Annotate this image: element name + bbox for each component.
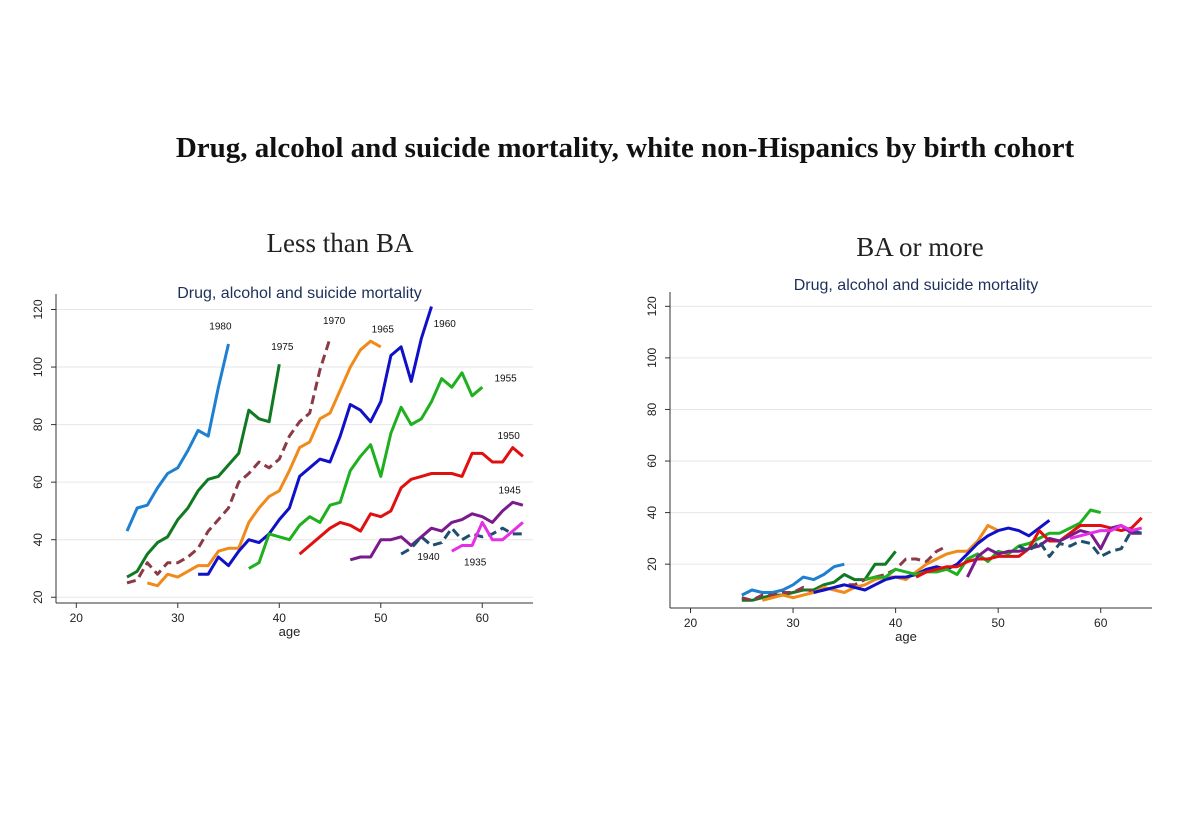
cohort-label-1970: 1970: [323, 316, 346, 327]
panel-title-right: BA or more: [856, 232, 984, 262]
x-tick-label: 60: [476, 611, 490, 625]
series-line-1940: [1018, 529, 1143, 558]
main-title: Drug, alcohol and suicide mortality, whi…: [175, 132, 1075, 164]
series-line-1975: [126, 363, 281, 579]
chart-title: Drug, alcohol and suicide mortality: [794, 277, 1039, 294]
cohort-label-1975: 1975: [271, 342, 294, 353]
cohort-label-1945: 1945: [499, 486, 522, 497]
x-tick-label: 30: [786, 616, 800, 630]
series-line-1965: [146, 339, 382, 588]
x-tick-label: 20: [70, 611, 84, 625]
chart-less-than-ba: Drug, alcohol and suicide mortality 20 40 6…: [31, 285, 533, 639]
cohort-label-1980: 1980: [209, 322, 232, 333]
series-line-1935: [1069, 524, 1143, 540]
series-line-1955: [248, 371, 484, 570]
series-line-1945: [966, 524, 1142, 578]
y-tick-label: 60: [645, 454, 659, 468]
y-tick-label: 80: [31, 418, 45, 432]
series-group: [125, 306, 524, 588]
y-tick-label: 100: [31, 357, 45, 377]
x-tick-label: 30: [171, 611, 185, 625]
y-tick-label: 60: [31, 475, 45, 489]
series-line-1980: [125, 343, 230, 532]
series-line-1935: [451, 520, 524, 553]
y-tick-label: 20: [645, 557, 659, 571]
x-tick-label: 40: [273, 611, 287, 625]
x-tick-label: 20: [684, 616, 698, 630]
y-tick-label: 120: [31, 299, 45, 319]
y-tick-label: 80: [645, 402, 659, 416]
series-line-1960: [198, 306, 433, 576]
series-line-1960: [813, 519, 1051, 594]
x-tick-label: 50: [374, 611, 388, 625]
series-line-1955: [864, 508, 1102, 582]
y-tick-label: 40: [645, 506, 659, 520]
y-tick-label: 20: [31, 590, 45, 604]
y-tick-label: 40: [31, 533, 45, 547]
cohort-label-1955: 1955: [494, 373, 517, 384]
cohort-label-1935: 1935: [464, 558, 487, 569]
panel-title-left: Less than BA: [266, 228, 414, 258]
x-axis-label: age: [279, 624, 301, 639]
chart-ba-or-more: Drug, alcohol and suicide mortality 20 40 6…: [645, 277, 1152, 644]
x-tick-label: 50: [991, 616, 1005, 630]
series-line-1940: [400, 526, 523, 556]
series-group: [741, 508, 1143, 602]
series-line-1975: [741, 550, 897, 602]
cohort-label-1960: 1960: [434, 319, 457, 330]
series-line-1950: [298, 446, 524, 556]
series-line-1945: [349, 500, 524, 562]
chart-title: Drug, alcohol and suicide mortality: [177, 285, 422, 302]
cohort-label-1940: 1940: [417, 552, 440, 563]
x-axis-label: age: [895, 629, 917, 644]
series-line-1970: [126, 337, 332, 585]
series-line-1970: [741, 544, 948, 602]
cohort-label-1965: 1965: [372, 325, 395, 336]
x-tick-label: 40: [889, 616, 903, 630]
y-tick-label: 120: [645, 296, 659, 316]
cohort-label-1950: 1950: [498, 431, 521, 442]
x-tick-label: 60: [1094, 616, 1108, 630]
y-tick-label: 100: [645, 348, 659, 368]
series-line-1980: [741, 562, 845, 597]
